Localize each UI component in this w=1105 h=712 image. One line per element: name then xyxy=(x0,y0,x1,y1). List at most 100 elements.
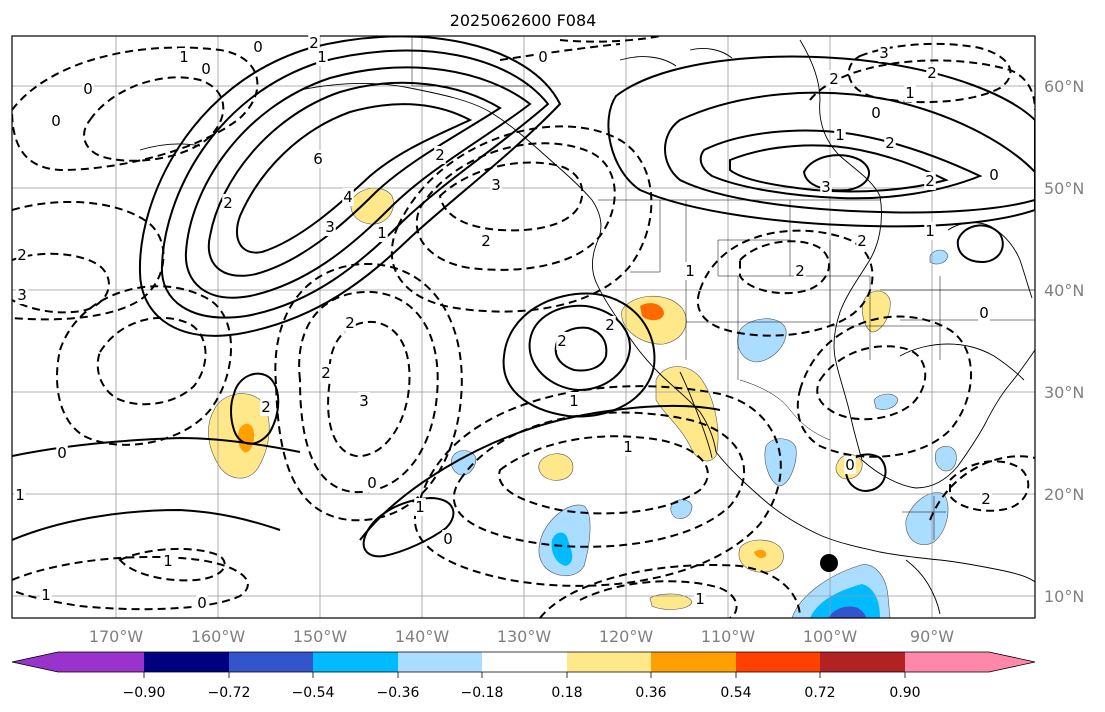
colorbar-tick-label: −0.36 xyxy=(377,685,420,701)
colorbar-tick-label: −0.72 xyxy=(208,685,251,701)
colorbar-outline xyxy=(11,651,1036,673)
contour-label-halo xyxy=(358,392,370,410)
longitude-label: 170°W xyxy=(89,627,144,646)
contour-label: 0 xyxy=(51,112,61,130)
contour-label-halo xyxy=(442,530,454,548)
colorbar-extend-right xyxy=(989,652,1035,672)
graticule xyxy=(12,36,1035,618)
contour-label-halo xyxy=(178,48,190,66)
contour-label: 2 xyxy=(321,364,331,382)
negative-patch xyxy=(873,393,899,410)
positive-patch xyxy=(862,290,891,333)
longitude-label: 150°W xyxy=(293,627,348,646)
contour-label-halo xyxy=(56,444,68,462)
colorbar-tick-label: −0.18 xyxy=(461,685,504,701)
contour-label: 3 xyxy=(491,176,501,194)
contour-label: 1 xyxy=(685,262,695,280)
contour-label-halo xyxy=(878,44,890,62)
negative-patch-stronger xyxy=(828,606,866,618)
longitude-label: 130°W xyxy=(497,627,552,646)
contour-label-halo xyxy=(556,332,568,350)
contour-label: 0 xyxy=(83,80,93,98)
contour-label-halo xyxy=(844,456,856,474)
colorbar-tick-label: 0.36 xyxy=(635,685,666,701)
longitude-label: 90°W xyxy=(910,627,954,646)
contour-label: 1 xyxy=(695,590,705,608)
contour-label: 0 xyxy=(538,48,548,66)
contour-label-halo xyxy=(537,48,549,66)
contour-label-halo xyxy=(694,590,706,608)
contour-label: 0 xyxy=(57,444,67,462)
contour-label: 2 xyxy=(435,146,445,164)
contour-label-halo xyxy=(14,486,26,504)
colorbar-segment xyxy=(651,652,736,672)
contour-label-halo xyxy=(978,304,990,322)
contour-label-halo xyxy=(988,166,1000,184)
contour-label-halo xyxy=(856,232,868,250)
map-background xyxy=(12,36,1035,618)
contour-label: 2 xyxy=(829,70,839,88)
contour-label-halo xyxy=(200,60,212,78)
colorbar-segment xyxy=(820,652,905,672)
positive-patch-strong xyxy=(237,423,255,453)
contour-label: 2 xyxy=(345,314,355,332)
colorbar-ticks xyxy=(143,672,906,678)
contour-label-halo xyxy=(16,286,28,304)
location-marker xyxy=(820,554,838,572)
contour-label: 1 xyxy=(377,224,387,242)
contour-label-halo xyxy=(376,224,388,242)
colorbar-segment xyxy=(398,652,482,672)
contour-label-halo xyxy=(924,222,936,240)
colorbar: −0.90 −0.72 −0.54 −0.36 −0.18 0.18 0.36 … xyxy=(11,651,1036,701)
contour-lines-positive xyxy=(12,36,1035,558)
negative-patch-strong xyxy=(810,584,880,618)
colorbar-extend-left xyxy=(12,652,58,672)
positive-patch xyxy=(538,453,574,481)
colorbar-tick-label: 0.54 xyxy=(720,685,751,701)
map-frame xyxy=(11,35,1036,619)
contour-label-halo xyxy=(252,38,264,56)
contour-label-halo xyxy=(926,64,938,82)
contour-label: 2 xyxy=(309,34,319,52)
longitude-label: 110°W xyxy=(701,627,756,646)
contour-label-halo xyxy=(684,262,696,280)
contour-label-halo xyxy=(568,392,580,410)
contour-label: 3 xyxy=(359,392,369,410)
contour-label-halo xyxy=(604,316,616,334)
contour-label-halo xyxy=(414,498,426,516)
contour-label: 1 xyxy=(317,48,327,66)
contour-label-halo xyxy=(324,218,336,236)
political-borders xyxy=(411,36,1035,540)
map-title: 2025062600 F084 xyxy=(450,11,597,30)
colorbar-segment xyxy=(905,652,989,672)
positive-patch-strong xyxy=(754,549,767,559)
contour-label: 2 xyxy=(857,232,867,250)
colorbar-tick-label: −0.90 xyxy=(123,685,166,701)
contour-label: 3 xyxy=(879,44,889,62)
colorbar-tick-label: 0.90 xyxy=(889,685,920,701)
contour-label: 3 xyxy=(17,286,27,304)
contour-label-halo xyxy=(884,134,896,152)
contour-label: 2 xyxy=(981,490,991,508)
contour-label: 2 xyxy=(605,316,615,334)
contour-label-halo xyxy=(834,126,846,144)
latitude-axis: 60°N 50°N 40°N 30°N 20°N 10°N xyxy=(1044,77,1084,606)
contour-label-halo xyxy=(820,178,832,196)
colorbar-segment xyxy=(567,652,651,672)
contour-label-group: 1 0 2 1 0 0 0 3 2 0 1 2 6 4 2 3 3 2 1 2 … xyxy=(14,34,1000,612)
contour-label: 1 xyxy=(415,498,425,516)
contour-label-halo xyxy=(316,48,328,66)
colorbar-tick-labels: −0.90 −0.72 −0.54 −0.36 −0.18 0.18 0.36 … xyxy=(123,685,921,701)
contour-label-halo xyxy=(794,262,806,280)
negative-patch xyxy=(929,249,949,265)
colorbar-tick-label: 0.72 xyxy=(804,685,835,701)
contour-label: 4 xyxy=(343,188,353,206)
contour-label: 1 xyxy=(569,392,579,410)
contour-label-halo xyxy=(480,232,492,250)
contour-label-halo xyxy=(162,552,174,570)
contour-label: 1 xyxy=(835,126,845,144)
shaded-anomaly-patches xyxy=(208,187,957,618)
contour-label: 0 xyxy=(197,594,207,612)
contour-label: 2 xyxy=(925,172,935,190)
map-panel: 1 0 2 1 0 0 0 3 2 0 1 2 6 4 2 3 3 2 1 2 … xyxy=(11,34,1084,646)
